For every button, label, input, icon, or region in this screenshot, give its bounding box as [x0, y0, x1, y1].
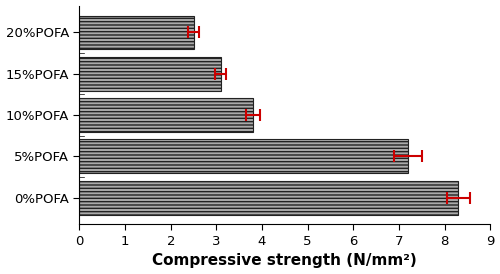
Bar — [80, 16, 194, 49]
Bar — [80, 57, 221, 91]
Bar — [80, 98, 253, 132]
Bar — [80, 139, 408, 173]
Bar — [80, 181, 458, 215]
X-axis label: Compressive strength (N/mm²): Compressive strength (N/mm²) — [152, 253, 417, 269]
